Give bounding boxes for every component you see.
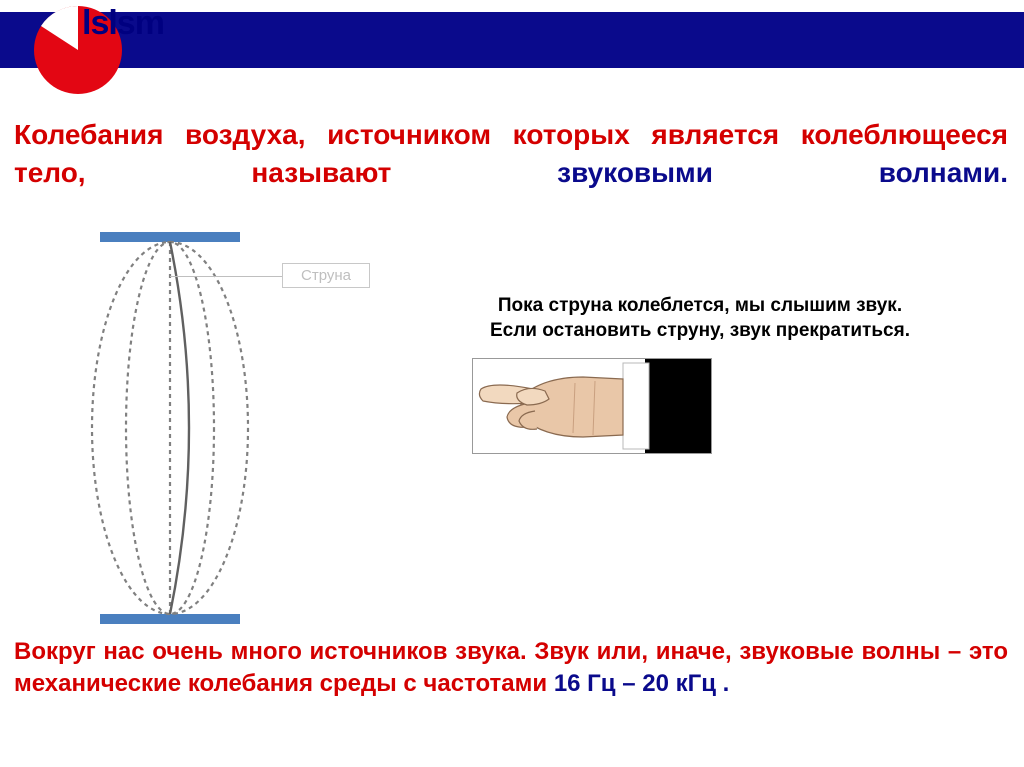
bottom-part2: 16 Гц – 20 кГц . [554, 670, 729, 697]
main-heading: Колебания воздуха, источником которых яв… [14, 116, 1008, 192]
body-text: Пока струна колеблется, мы слышим звук. … [402, 294, 998, 343]
string-diagram: Струна [30, 218, 410, 638]
body-line2: Если остановить струну, звук прекратитьс… [490, 320, 910, 341]
hand-image [472, 358, 712, 454]
string-svg [30, 218, 290, 638]
bottom-text: Вокруг нас очень много источников звука.… [14, 636, 1008, 701]
logo-text: lslsm [82, 4, 164, 43]
heading-part2: звуковыми волнами. [557, 157, 1008, 188]
bottom-part1: Вокруг нас очень много источников звука.… [14, 638, 1008, 697]
string-label: Струна [282, 263, 370, 288]
label-leader-line [170, 276, 282, 277]
body-line1: Пока струна колеблется, мы слышим звук. [498, 295, 902, 316]
hand-svg [473, 359, 711, 453]
